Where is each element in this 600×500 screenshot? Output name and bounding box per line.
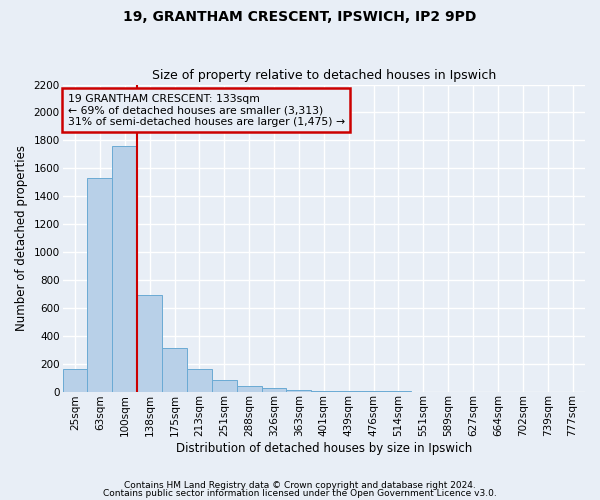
Title: Size of property relative to detached houses in Ipswich: Size of property relative to detached ho…: [152, 69, 496, 82]
Bar: [137, 296, 162, 392]
Bar: [187, 369, 212, 392]
Bar: [162, 348, 187, 392]
Bar: [237, 386, 262, 392]
Bar: [212, 380, 237, 392]
Text: 19, GRANTHAM CRESCENT, IPSWICH, IP2 9PD: 19, GRANTHAM CRESCENT, IPSWICH, IP2 9PD: [124, 10, 476, 24]
Y-axis label: Number of detached properties: Number of detached properties: [15, 145, 28, 331]
Text: 19 GRANTHAM CRESCENT: 133sqm
← 69% of detached houses are smaller (3,313)
31% of: 19 GRANTHAM CRESCENT: 133sqm ← 69% of de…: [68, 94, 345, 127]
Bar: [88, 178, 112, 392]
Bar: [311, 391, 336, 392]
Text: Contains HM Land Registry data © Crown copyright and database right 2024.: Contains HM Land Registry data © Crown c…: [124, 481, 476, 490]
Bar: [112, 146, 137, 392]
Bar: [262, 388, 286, 392]
Text: Contains public sector information licensed under the Open Government Licence v3: Contains public sector information licen…: [103, 488, 497, 498]
Bar: [62, 369, 88, 392]
Bar: [286, 390, 311, 392]
X-axis label: Distribution of detached houses by size in Ipswich: Distribution of detached houses by size …: [176, 442, 472, 455]
